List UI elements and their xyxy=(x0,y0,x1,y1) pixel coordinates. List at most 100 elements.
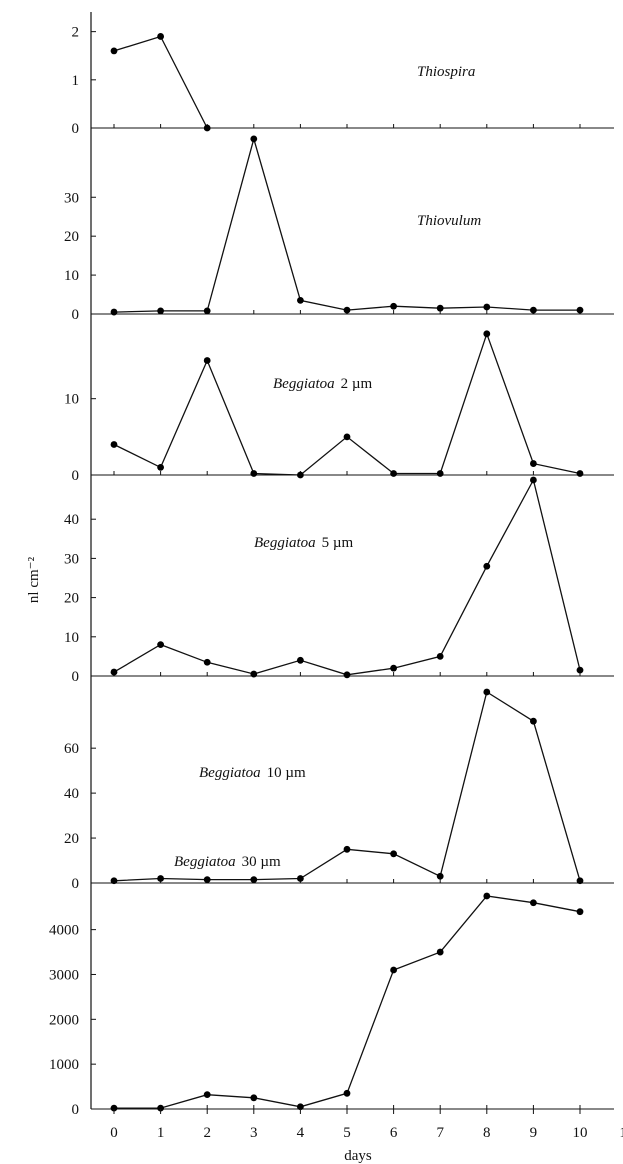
data-point xyxy=(110,668,118,676)
data-point xyxy=(157,875,165,882)
data-point xyxy=(110,47,118,55)
panel-6: 0 1000 2000 3000 4000 Beggiatoa 30 µm xyxy=(49,854,614,1118)
y-tick-label: 20 xyxy=(64,229,79,245)
series-line xyxy=(113,136,580,313)
data-point xyxy=(157,307,165,315)
y-tick-label: 0 xyxy=(72,1102,80,1118)
data-point xyxy=(343,306,351,314)
data-point xyxy=(203,1091,211,1099)
panel-title: Beggiatoa 2 µm xyxy=(273,376,373,392)
y-tick-label: 2000 xyxy=(49,1012,79,1028)
data-point xyxy=(483,303,491,311)
data-point xyxy=(250,876,258,884)
data-point xyxy=(157,1104,165,1112)
data-point xyxy=(576,306,584,314)
y-tick-label: 3000 xyxy=(49,967,79,983)
data-point xyxy=(436,470,444,477)
data-point xyxy=(297,875,304,882)
data-point xyxy=(483,892,491,900)
data-point xyxy=(390,850,397,858)
y-tick-label: 30 xyxy=(64,190,79,206)
panel-title: Beggiatoa 10 µm xyxy=(199,765,306,781)
y-tick-label: 30 xyxy=(64,551,79,567)
data-point xyxy=(576,877,584,885)
data-point xyxy=(530,306,537,314)
data-point xyxy=(250,670,258,678)
data-point xyxy=(110,877,118,885)
data-point xyxy=(530,460,537,467)
panel-title-name: Beggiatoa xyxy=(273,376,335,392)
y-tick-label: 0 xyxy=(72,669,80,685)
data-point xyxy=(483,330,491,338)
panel-title-unit: 30 µm xyxy=(242,854,281,870)
panel-5: 0 20 40 60 Beggiatoa 10 µm xyxy=(64,688,614,892)
data-point xyxy=(297,471,304,479)
y-tick-label: 1000 xyxy=(49,1057,79,1073)
panel-title-name: Beggiatoa xyxy=(199,765,261,781)
data-point xyxy=(483,688,491,696)
data-point xyxy=(343,1089,351,1097)
y-tick-label: 0 xyxy=(72,307,80,323)
x-tick-label: 2 xyxy=(203,1125,211,1141)
y-tick-label: 10 xyxy=(64,268,79,284)
y-tick-label: 0 xyxy=(72,468,80,484)
x-tick-label: 10 xyxy=(573,1125,588,1141)
data-point xyxy=(297,296,304,304)
data-point xyxy=(250,1094,258,1102)
data-point xyxy=(530,899,537,907)
chart-panels: 0 1 2 Thiospira 0 10 20 30 Thiovulum 0 10 Beggiatoa… xyxy=(49,12,614,1118)
x-tick-label: 3 xyxy=(250,1125,258,1141)
data-point xyxy=(436,304,444,312)
panel-title-name: Thiospira xyxy=(417,64,475,80)
data-point xyxy=(157,33,165,40)
data-point xyxy=(110,441,118,448)
series-line xyxy=(113,331,581,476)
data-point xyxy=(343,671,351,679)
y-tick-label: 20 xyxy=(64,591,79,607)
x-tick-label: 4 xyxy=(297,1125,305,1141)
panel-2: 0 10 20 30 Thiovulum xyxy=(64,135,614,323)
data-point xyxy=(157,641,165,649)
x-tick-label: 6 xyxy=(390,1125,398,1141)
data-point xyxy=(250,135,258,143)
data-point xyxy=(297,656,304,664)
x-tick-label: 7 xyxy=(436,1125,444,1141)
panel-title-name: Beggiatoa xyxy=(174,854,236,870)
data-point xyxy=(203,124,211,132)
panel-title-name: Thiovulum xyxy=(417,213,481,229)
data-point xyxy=(203,307,211,315)
y-tick-label: 40 xyxy=(64,512,79,528)
y-tick-label: 20 xyxy=(64,831,79,847)
y-tick-label: 1 xyxy=(72,73,80,89)
data-point xyxy=(203,876,211,884)
data-point xyxy=(157,463,165,471)
data-point xyxy=(436,948,444,956)
y-tick-label: 4000 xyxy=(49,923,79,939)
panel-title-unit: 10 µm xyxy=(267,765,306,781)
y-tick-label: 60 xyxy=(64,741,79,757)
data-point xyxy=(203,357,211,364)
y-tick-label: 40 xyxy=(64,786,79,802)
data-point xyxy=(530,476,537,484)
data-point xyxy=(576,666,584,674)
x-tick-label: 9 xyxy=(530,1125,538,1141)
data-point xyxy=(390,966,397,974)
panel-title-name: Beggiatoa xyxy=(254,535,316,551)
panel-1: 0 1 2 Thiospira xyxy=(72,25,614,137)
panel-title: Beggiatoa 5 µm xyxy=(254,535,354,551)
data-point xyxy=(576,908,584,916)
panel-title: Thiospira xyxy=(417,64,475,80)
y-tick-label: 10 xyxy=(64,392,79,408)
panel-3: 0 10 Beggiatoa 2 µm xyxy=(64,330,614,484)
data-point xyxy=(343,433,351,441)
panel-title: Thiovulum xyxy=(417,213,481,229)
data-point xyxy=(390,470,397,477)
data-point xyxy=(110,1104,118,1112)
x-tick-label: 11 xyxy=(619,1125,623,1141)
y-tick-label: 0 xyxy=(72,876,80,892)
data-point xyxy=(343,845,351,853)
data-point xyxy=(297,1103,304,1111)
y-tick-label: 2 xyxy=(72,25,80,41)
panel-4: 0 10 20 30 40 Beggiatoa 5 µm xyxy=(64,476,614,685)
